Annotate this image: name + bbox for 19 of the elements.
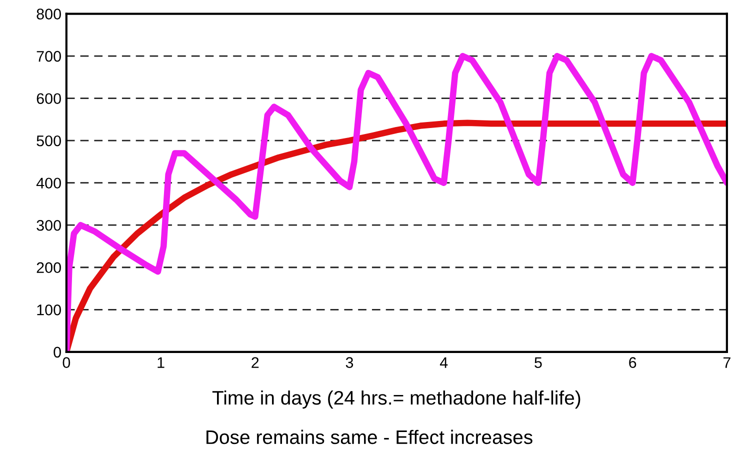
y-tick-label: 300 <box>36 220 61 231</box>
x-tick-label: 5 <box>534 357 542 368</box>
x-tick-label: 3 <box>346 357 354 368</box>
y-tick-label: 800 <box>36 8 61 20</box>
y-tick-label: 200 <box>36 262 61 274</box>
y-tick-label: 700 <box>36 50 61 62</box>
x-tick-label: 4 <box>440 357 448 368</box>
x-tick-label: 1 <box>158 357 164 368</box>
x-tick-label: 7 <box>723 357 730 368</box>
y-tick-label: 500 <box>36 135 61 146</box>
x-tick-label: 2 <box>252 357 259 368</box>
y-tick-label: 0 <box>54 346 61 358</box>
x-tick-label: 0 <box>62 357 70 368</box>
y-tick-label: 600 <box>36 93 61 104</box>
text: Dose remains same - Effect increases <box>206 430 532 444</box>
y-tick-label: 100 <box>37 304 61 316</box>
y-tick-label: 400 <box>36 178 61 189</box>
x-axis-title: Time in days (24 hrs.= methadone half-life) <box>212 390 580 409</box>
x-tick-label: 6 <box>629 357 636 368</box>
